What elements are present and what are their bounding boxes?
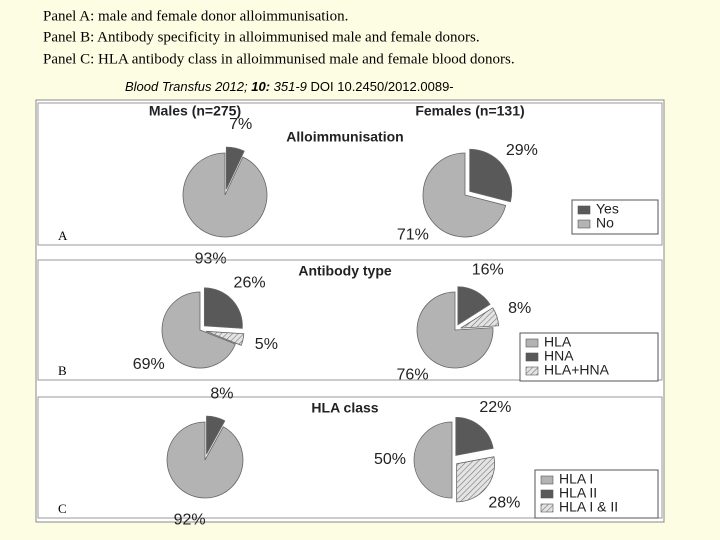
pie-slice <box>460 307 500 329</box>
panel-frame <box>37 259 663 381</box>
value-label: 92% <box>174 511 206 528</box>
value-label: 22% <box>479 399 511 416</box>
pie-slice <box>182 152 268 238</box>
pie-slice <box>422 152 507 238</box>
legend-label: HLA+HNA <box>544 362 610 378</box>
value-label: 26% <box>234 275 266 292</box>
caption-line: Panel B: Antibody specificity in alloimm… <box>43 29 480 45</box>
pie-slice <box>205 330 245 346</box>
pie-slice <box>413 421 453 499</box>
citation-part: 10: <box>251 79 270 94</box>
caption-line: Panel A: male and female donor alloimmun… <box>43 8 348 24</box>
legend-label: HLA II <box>559 485 597 501</box>
column-header: Males (n=275) <box>149 103 241 119</box>
legend-swatch <box>577 219 591 229</box>
citation: Blood Transfus 2012; 10: 351-9 DOI 10.24… <box>125 79 454 94</box>
value-label: 28% <box>488 495 520 512</box>
value-label: 76% <box>397 366 429 383</box>
pie-slice <box>456 456 495 503</box>
legend-label: No <box>596 215 614 231</box>
pie-slice <box>457 286 491 326</box>
panel-title: Alloimmunisation <box>286 129 403 145</box>
caption-line: Panel C: HLA antibody class in alloimmun… <box>43 51 515 67</box>
value-label: 8% <box>508 300 531 317</box>
legend-box <box>519 332 659 382</box>
legend-box <box>571 199 659 235</box>
legend-label: Yes <box>596 201 619 217</box>
citation-part: Blood Transfus 2012; <box>125 79 251 94</box>
legend-label: HLA <box>544 334 572 350</box>
column-header: Females (n=131) <box>415 103 524 119</box>
legend-label: HNA <box>544 348 574 364</box>
figure-frame <box>35 99 665 523</box>
pie-slice <box>203 287 243 329</box>
value-label: 7% <box>229 116 252 133</box>
pie-slice <box>416 291 494 369</box>
legend-swatch <box>577 205 591 215</box>
value-label: 29% <box>506 142 538 159</box>
legend-swatch <box>525 352 539 362</box>
pie-slice <box>455 416 494 456</box>
citation-part: 351-9 <box>270 79 310 94</box>
pie-slice <box>206 415 226 455</box>
pie-slice <box>225 146 245 190</box>
value-label: 16% <box>472 262 504 279</box>
legend-swatch <box>525 338 539 348</box>
legend-label: HLA I & II <box>559 499 618 515</box>
value-label: 50% <box>374 451 406 468</box>
legend-swatch <box>540 503 554 513</box>
value-label: 8% <box>210 385 233 402</box>
pie-slice <box>161 291 236 369</box>
panel-letter: B <box>58 363 67 378</box>
legend-label: HLA I <box>559 471 593 487</box>
legend-swatch <box>525 366 539 376</box>
value-label: 93% <box>195 251 227 268</box>
panel-frame <box>37 102 663 246</box>
legend-swatch <box>540 475 554 485</box>
panel-letter: C <box>58 501 67 516</box>
panel-frame <box>37 396 663 519</box>
legend-swatch <box>540 489 554 499</box>
pie-slice <box>166 421 244 499</box>
panel-title: Antibody type <box>298 263 392 279</box>
panel-letter: A <box>58 228 68 243</box>
value-label: 5% <box>255 336 278 353</box>
legend-box <box>534 469 659 519</box>
pie-slice <box>469 148 513 203</box>
citation-part: DOI 10.2450/2012.0089- <box>311 79 454 94</box>
panel-title: HLA class <box>311 400 378 416</box>
value-label: 71% <box>397 227 429 244</box>
value-label: 69% <box>133 356 165 373</box>
